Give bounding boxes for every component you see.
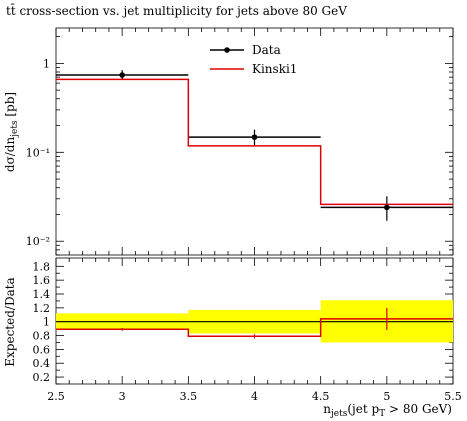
legend-kinski1-label: Kinski1 bbox=[252, 62, 297, 76]
data-point bbox=[251, 134, 258, 140]
x-axis-label: njets(jet pT > 80 GeV) bbox=[323, 402, 452, 419]
x-tick-label: 4 bbox=[251, 390, 258, 403]
y-tick-label: 10⁻¹ bbox=[26, 146, 50, 159]
ratio-y-tick-label: 0.4 bbox=[33, 357, 51, 370]
y-axis-label: dσ/dnjets [pb] bbox=[3, 92, 20, 172]
y-tick-label: 1 bbox=[43, 57, 50, 70]
chart-title: tt̄ cross-section vs. jet multiplicity f… bbox=[6, 2, 347, 18]
ratio-y-tick-label: 0.2 bbox=[33, 371, 51, 384]
x-tick-label: 4.5 bbox=[312, 390, 330, 403]
main-plot: 1 10⁻¹ 10⁻² bbox=[26, 36, 453, 256]
data-point bbox=[119, 72, 125, 78]
ratio-y-tick-label: 1.6 bbox=[33, 274, 51, 287]
y-tick-label: 10⁻² bbox=[26, 235, 50, 248]
ratio-plot: 0.20.40.60.811.21.41.61.8 bbox=[33, 260, 453, 385]
data-point bbox=[384, 204, 390, 211]
legend: Data Kinski1 bbox=[210, 43, 297, 76]
x-tick-label: 3 bbox=[119, 390, 126, 403]
ratio-y-tick-label: 0.6 bbox=[33, 343, 51, 356]
legend-data-marker bbox=[224, 47, 230, 53]
ratio-y-tick-label: 1 bbox=[43, 316, 50, 329]
ratio-y-tick-label: 0.8 bbox=[33, 330, 51, 343]
ratio-y-axis-label: Expected/Data bbox=[3, 277, 17, 366]
x-tick-label: 3.5 bbox=[180, 390, 198, 403]
legend-data-label: Data bbox=[252, 43, 281, 57]
x-tick-label: 5.5 bbox=[444, 390, 462, 403]
x-axis: 2.5 3 3.5 4 4.5 5 5.5 bbox=[47, 28, 462, 403]
ratio-y-tick-label: 1.2 bbox=[33, 302, 51, 315]
x-tick-label: 5 bbox=[383, 390, 390, 403]
ratio-y-tick-label: 1.8 bbox=[33, 260, 51, 273]
x-tick-label: 2.5 bbox=[47, 390, 65, 403]
kinski1-histogram bbox=[56, 78, 453, 206]
ratio-y-tick-label: 1.4 bbox=[33, 288, 51, 301]
